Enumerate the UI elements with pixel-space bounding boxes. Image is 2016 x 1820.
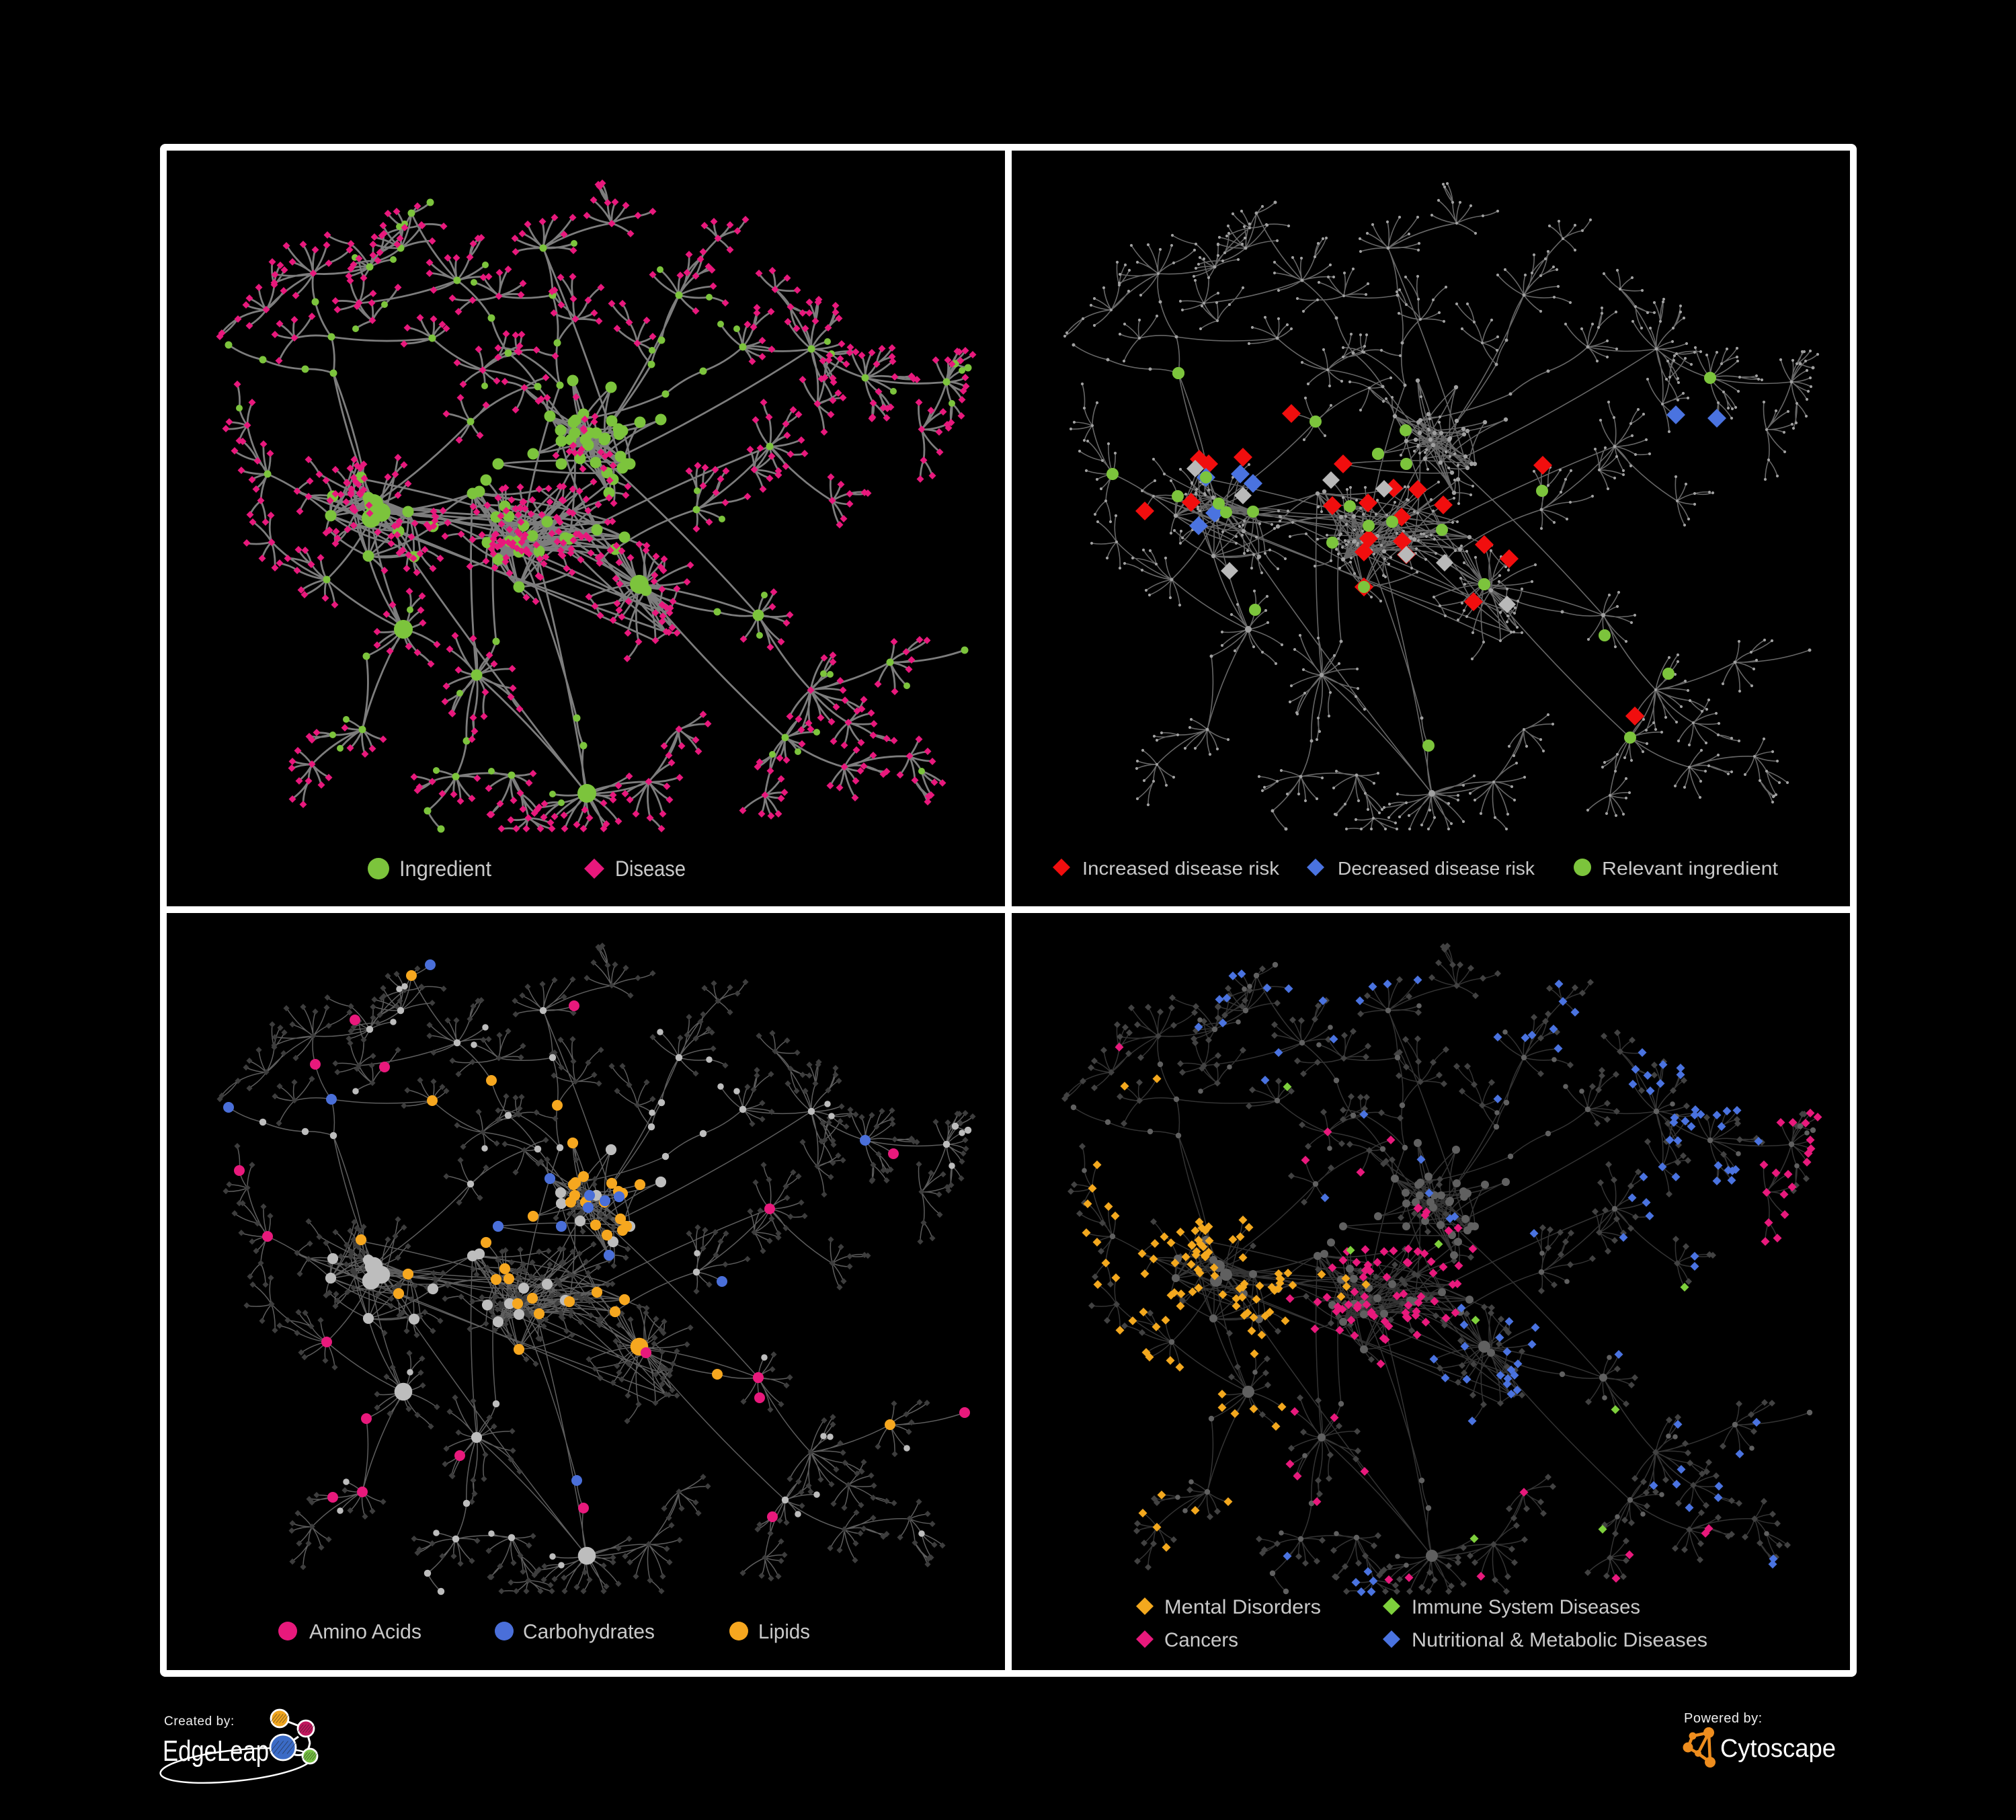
svg-text:Created by:: Created by: — [164, 1714, 235, 1729]
svg-text:Powered by:: Powered by: — [1684, 1711, 1763, 1726]
svg-text:EdgeLeap: EdgeLeap — [163, 1735, 269, 1768]
svg-text:Relevant ingredient: Relevant ingredient — [1602, 858, 1778, 879]
svg-text:Cytoscape: Cytoscape — [1720, 1735, 1836, 1763]
svg-text:Amino Acids: Amino Acids — [309, 1620, 421, 1643]
svg-text:Carbohydrates: Carbohydrates — [523, 1620, 655, 1643]
svg-text:Disease: Disease — [615, 857, 686, 881]
svg-text:Ingredient: Ingredient — [399, 857, 491, 881]
svg-text:Mental Disorders: Mental Disorders — [1164, 1596, 1321, 1618]
svg-text:Decreased disease risk: Decreased disease risk — [1338, 858, 1535, 879]
svg-text:Cancers: Cancers — [1164, 1629, 1238, 1651]
svg-text:Immune System Diseases: Immune System Diseases — [1412, 1596, 1640, 1618]
svg-text:Nutritional & Metabolic Diseas: Nutritional & Metabolic Diseases — [1412, 1629, 1707, 1651]
svg-text:Lipids: Lipids — [758, 1620, 810, 1643]
svg-text:Increased disease risk: Increased disease risk — [1082, 858, 1280, 879]
